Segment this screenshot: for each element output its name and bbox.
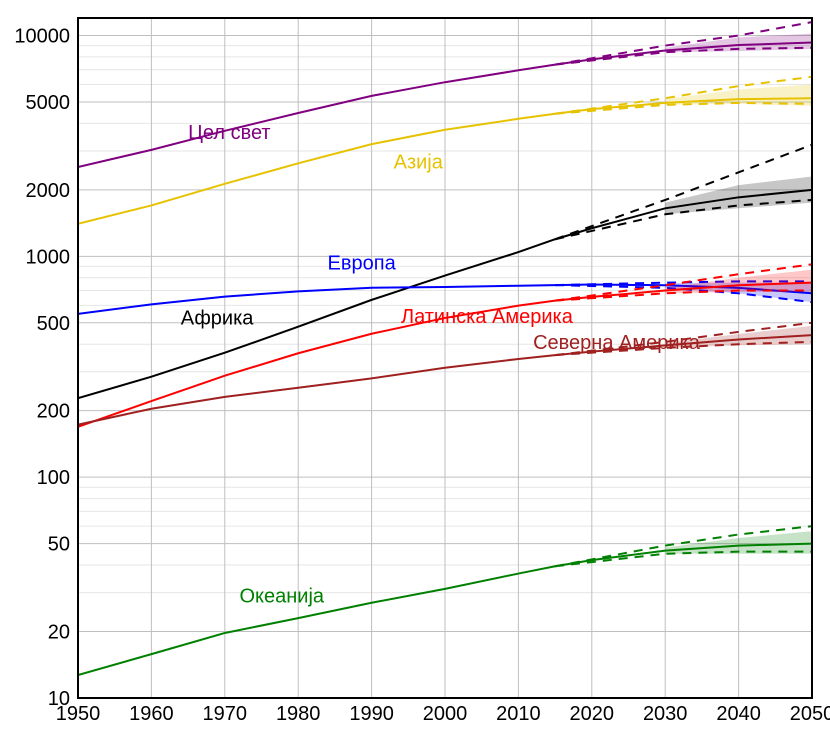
population-log-chart: 1020501002005001000200050001000019501960…	[0, 0, 830, 736]
y-tick-label: 5000	[26, 92, 71, 114]
y-tick-label: 500	[37, 313, 70, 335]
y-tick-label: 10000	[14, 25, 70, 47]
x-tick-label: 1950	[56, 703, 101, 725]
x-tick-label: 1980	[276, 703, 321, 725]
world-label: Цел свет	[188, 122, 271, 144]
x-tick-label: 1990	[349, 703, 394, 725]
europe-label: Европа	[328, 253, 397, 275]
oceania-label: Океанија	[239, 586, 324, 608]
y-tick-label: 200	[37, 401, 70, 423]
y-tick-label: 100	[37, 467, 70, 489]
x-tick-label: 2020	[570, 703, 615, 725]
y-tick-label: 20	[48, 622, 70, 644]
asia-label: Азија	[394, 151, 444, 173]
y-tick-label: 50	[48, 534, 70, 556]
x-tick-label: 1970	[203, 703, 248, 725]
x-tick-label: 2030	[643, 703, 688, 725]
latam-label: Латинска Америка	[401, 306, 574, 328]
x-tick-label: 2010	[496, 703, 541, 725]
y-tick-label: 2000	[26, 180, 71, 202]
africa-label: Африка	[181, 308, 255, 330]
y-tick-label: 1000	[26, 246, 71, 268]
x-tick-label: 2040	[716, 703, 761, 725]
x-tick-label: 2050	[790, 703, 830, 725]
northam-label: Северна Америка	[533, 332, 701, 354]
x-tick-label: 2000	[423, 703, 468, 725]
x-tick-label: 1960	[129, 703, 174, 725]
